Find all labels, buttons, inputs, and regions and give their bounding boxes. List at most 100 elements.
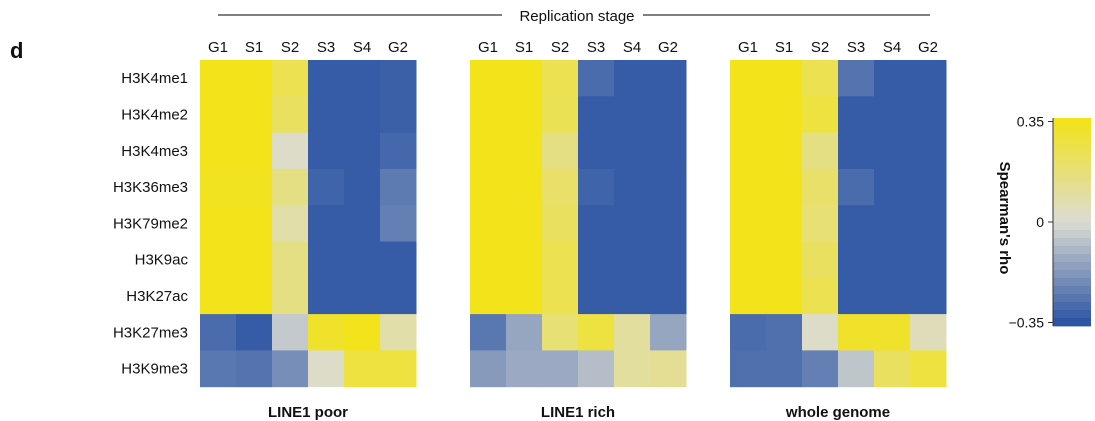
heatmap-cell — [470, 241, 507, 279]
heatmap-cell — [874, 241, 911, 279]
heatmap-cell — [802, 350, 839, 388]
heatmap-cell — [614, 314, 651, 351]
heatmap-cell — [506, 168, 543, 206]
column-label: G1 — [478, 39, 498, 56]
row-label: H3K27me3 — [113, 324, 188, 341]
heatmap-cell — [910, 132, 947, 170]
colorbar-swatch — [1053, 190, 1091, 199]
heatmap-cell — [910, 350, 947, 388]
heatmap-cell — [802, 314, 839, 351]
heatmap-cell — [344, 277, 381, 315]
heatmap-cell — [910, 60, 947, 97]
heatmap-cell — [236, 168, 273, 206]
column-label: G2 — [388, 39, 408, 56]
heatmap-cell — [380, 314, 417, 351]
colorbar-swatch — [1053, 310, 1091, 319]
column-label: S4 — [623, 39, 641, 56]
heatmap-cell — [272, 168, 309, 206]
heatmap-cell — [578, 132, 615, 170]
heatmap-cell — [578, 60, 615, 97]
heatmap-cell — [730, 96, 767, 134]
heatmap-cell — [344, 96, 381, 134]
colorbar-swatch — [1053, 278, 1091, 287]
heatmap-cell — [308, 314, 345, 351]
colorbar-swatch — [1053, 150, 1091, 159]
heatmap-cell — [650, 205, 687, 242]
colorbar-swatch — [1053, 222, 1091, 231]
heatmap-cell — [578, 314, 615, 351]
row-label: H3K9ac — [135, 252, 189, 269]
colorbar-swatch — [1053, 294, 1091, 303]
heatmap-cell — [506, 314, 543, 351]
heatmap-cell — [236, 205, 273, 242]
heatmap-cell — [802, 241, 839, 279]
colorbar-swatch — [1053, 158, 1091, 167]
heatmap-cell — [614, 132, 651, 170]
colorbar-swatch — [1053, 174, 1091, 183]
heatmap-cell — [200, 132, 237, 170]
heatmap-cell — [802, 277, 839, 315]
heatmap-cell — [344, 168, 381, 206]
heatmap-cell — [236, 314, 273, 351]
heatmap-cell — [766, 96, 803, 134]
heatmap-cell — [308, 96, 345, 134]
column-label: S4 — [353, 39, 371, 56]
heatmap-cell — [542, 96, 579, 134]
colorbar-swatch — [1053, 214, 1091, 223]
column-label: G1 — [738, 39, 758, 56]
heatmap-cell — [910, 205, 947, 242]
heatmap-cell — [838, 277, 875, 315]
heatmap-cell — [766, 241, 803, 279]
heatmap-cell — [506, 132, 543, 170]
heatmap-cell — [200, 314, 237, 351]
heatmap-cell — [650, 132, 687, 170]
replication-stage-header: Replication stage — [218, 8, 930, 25]
heatmap-cell — [874, 277, 911, 315]
heatmap-cell — [344, 205, 381, 242]
heatmap-cell — [200, 205, 237, 242]
heatmap-cell — [470, 205, 507, 242]
heatmap-cell — [542, 277, 579, 315]
heatmap-cell — [470, 314, 507, 351]
heatmap-cell — [380, 132, 417, 170]
heatmap-cell — [506, 277, 543, 315]
heatmap-cell — [614, 205, 651, 242]
heatmap-cell — [308, 350, 345, 388]
heatmap-cell — [766, 132, 803, 170]
heatmap-cell — [506, 205, 543, 242]
heatmap-cell — [308, 277, 345, 315]
heatmap-cell — [766, 350, 803, 388]
colorbar-swatch — [1053, 206, 1091, 215]
heatmap-cell — [470, 60, 507, 97]
heatmap-cell — [730, 241, 767, 279]
colorbar-swatch — [1053, 270, 1091, 279]
row-label: H3K4me3 — [121, 143, 188, 160]
colorbar-tick-label: 0 — [1036, 214, 1044, 230]
heatmap-cell — [910, 168, 947, 206]
heatmap-cell — [578, 168, 615, 206]
heatmap-cell — [344, 314, 381, 351]
column-label: G2 — [658, 39, 678, 56]
heatmap-cell — [730, 60, 767, 97]
column-label: G2 — [918, 39, 938, 56]
heatmap-cell — [542, 205, 579, 242]
heatmap-cell — [200, 60, 237, 97]
heatmap-cell — [200, 277, 237, 315]
row-label: H3K4me1 — [121, 70, 188, 87]
column-label: S3 — [317, 39, 335, 56]
colorbar-title: Spearman's rho — [996, 162, 1013, 275]
heatmap-cell — [838, 60, 875, 97]
colorbar-tick-label: 0.35 — [1017, 114, 1044, 130]
row-label: H3K9me3 — [121, 361, 188, 378]
heatmap-cell — [380, 168, 417, 206]
heatmap-cell — [614, 96, 651, 134]
heatmap-cell — [380, 277, 417, 315]
heatmap-panel: G1 S1 S2 S3 S4 G2 whole genome — [730, 39, 947, 421]
column-label: S2 — [811, 39, 829, 56]
heatmap-cell — [650, 60, 687, 97]
colorbar: Spearman's rho 0.35 0 −0.35 — [996, 114, 1091, 330]
heatmap-cell — [802, 96, 839, 134]
column-label: S2 — [281, 39, 299, 56]
heatmap-cell — [470, 350, 507, 388]
